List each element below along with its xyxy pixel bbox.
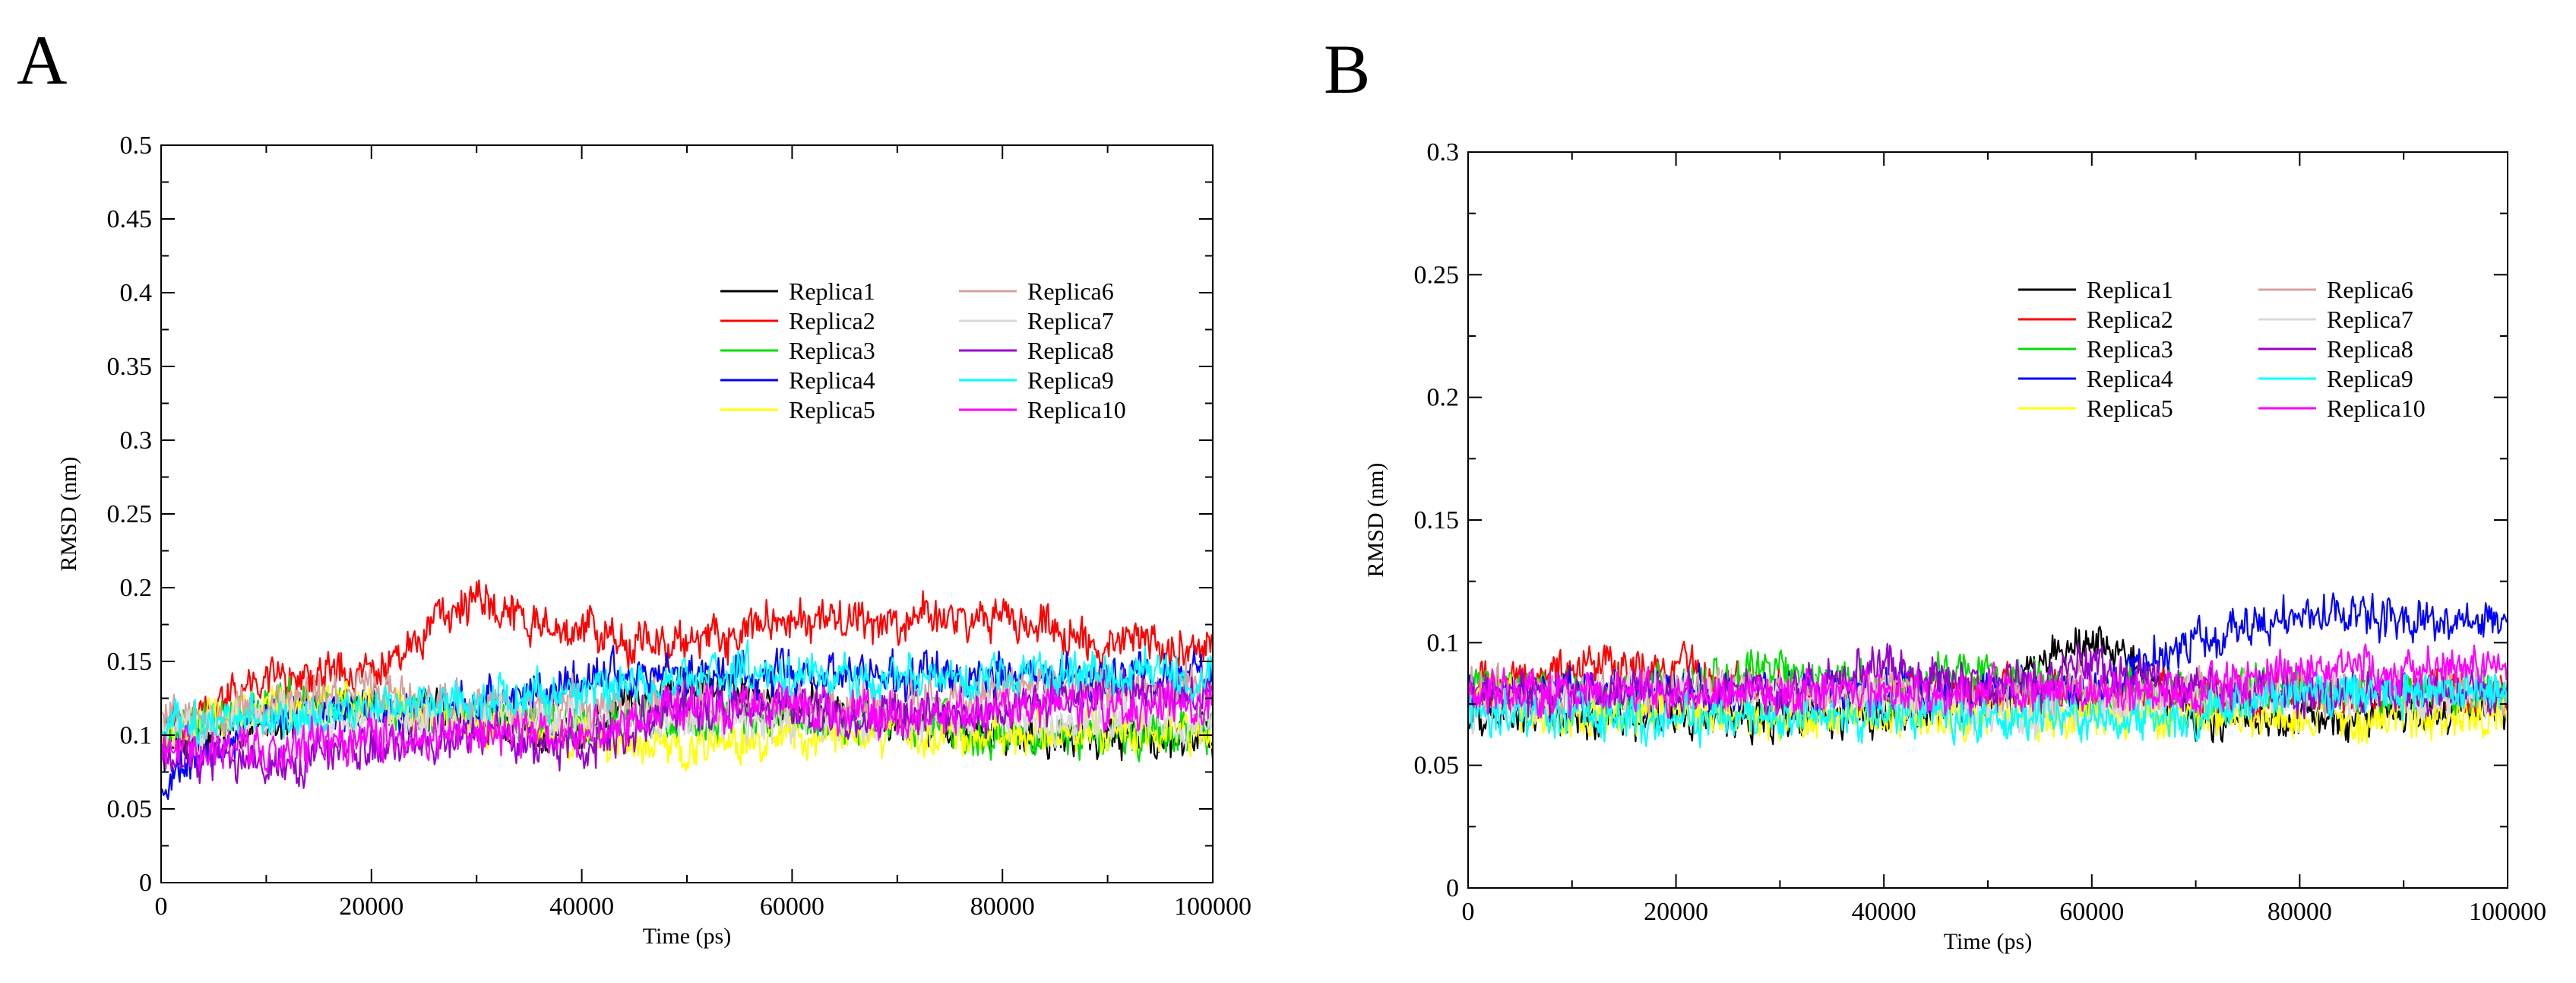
panel-b-xtick-label: 60000 <box>2059 898 2124 926</box>
panel-b-legend-label-replica4: Replica4 <box>2087 365 2173 392</box>
panel-a-series-replica2 <box>161 579 1213 747</box>
panel-a-legend-label-replica5: Replica5 <box>789 396 875 423</box>
panel-b-series-replica10 <box>1468 643 2508 720</box>
panel-a-series-replica10 <box>161 679 1213 774</box>
panel-a-legend-label-replica6: Replica6 <box>1027 277 1114 305</box>
panel-b-legend-label-replica3: Replica3 <box>2087 335 2173 363</box>
panel-b-xtick-label: 20000 <box>1644 898 1708 926</box>
panel-b-ytick-label: 0.2 <box>1427 384 1460 412</box>
panel-a: 0 20000 40000 60000 80000 100000 0 0.05 0.1 0.15 0… <box>56 132 1252 949</box>
panel-b-ytick-label: 0 <box>1446 874 1459 902</box>
panel-a-legend-label-replica1: Replica1 <box>789 277 875 305</box>
panel-a-legend-label-replica4: Replica4 <box>789 366 875 394</box>
panel-a-series-replica9 <box>161 639 1213 746</box>
panel-a-series-group <box>161 579 1213 801</box>
panel-a-ytick-label: 0.4 <box>120 279 153 307</box>
panel-a-ytick-label: 0.05 <box>107 795 153 823</box>
panel-b-plot-frame <box>1467 151 2508 889</box>
panel-a-xtick-label: 80000 <box>970 893 1035 921</box>
panel-a-x-axis-title: Time (ps) <box>643 924 731 949</box>
panel-b-xtick-label: 80000 <box>2267 898 2332 926</box>
panel-a-xtick-label: 100000 <box>1174 893 1252 921</box>
panel-b-xtick-label: 100000 <box>2469 898 2546 926</box>
panel-a-ytick-label: 0 <box>139 869 152 897</box>
panel-b-legend-label-replica8: Replica8 <box>2327 335 2413 363</box>
panel-b-ytick-label: 0.15 <box>1414 506 1460 534</box>
panel-b-ytick-label: 0.05 <box>1414 752 1460 780</box>
panel-b-x-axis-title: Time (ps) <box>1944 929 2032 954</box>
panel-b-legend-label-replica9: Replica9 <box>2327 365 2413 392</box>
panel-b-legend-label-replica7: Replica7 <box>2327 306 2413 333</box>
panel-b: 0 20000 40000 60000 80000 100000 0 0.05 0.1 0.15 0… <box>1363 138 2546 954</box>
panel-b-ytick-label: 0.1 <box>1427 629 1460 657</box>
panel-a-ytick-label: 0.15 <box>107 648 153 676</box>
panel-a-legend: Replica1Replica2Replica3Replica4Replica5… <box>720 277 1126 423</box>
panel-b-series-group <box>1468 592 2508 749</box>
panel-a-xtick-label: 20000 <box>339 893 403 921</box>
panel-b-series-replica9 <box>1468 671 2508 749</box>
panel-a-ytick-label: 0.3 <box>120 426 153 455</box>
panel-b-xtick-label: 40000 <box>1852 898 1916 926</box>
panel-a-xtick-label: 40000 <box>549 893 614 921</box>
panel-b-legend-label-replica1: Replica1 <box>2087 276 2173 303</box>
panel-b-xtick-label: 0 <box>1462 898 1475 926</box>
panel-a-y-axis-title: RMSD (nm) <box>56 457 81 572</box>
panel-a-ytick-label: 0.5 <box>120 132 153 160</box>
panel-b-legend-label-replica5: Replica5 <box>2087 395 2173 422</box>
panel-a-legend-label-replica7: Replica7 <box>1027 307 1114 335</box>
panel-a-ytick-label: 0.35 <box>107 353 153 381</box>
panel-label-a: A <box>17 21 67 99</box>
panel-b-legend-label-replica10: Replica10 <box>2327 395 2426 422</box>
panel-label-b: B <box>1324 30 1370 108</box>
panel-b-legend-label-replica2: Replica2 <box>2087 306 2173 333</box>
panel-a-plot-frame <box>160 144 1214 883</box>
panel-b-y-axis-title: RMSD (nm) <box>1363 463 1388 578</box>
panel-a-ytick-label: 0.45 <box>107 205 153 233</box>
panel-b-ytick-label: 0.3 <box>1427 138 1460 166</box>
panel-a-legend-label-replica8: Replica8 <box>1027 337 1114 364</box>
panel-a-xtick-label: 0 <box>155 893 168 921</box>
panel-a-legend-label-replica9: Replica9 <box>1027 366 1114 394</box>
panel-a-ytick-label: 0.1 <box>120 721 153 750</box>
panel-b-ytick-label: 0.25 <box>1414 261 1460 289</box>
panel-a-legend-label-replica3: Replica3 <box>789 337 875 364</box>
panel-a-legend-label-replica2: Replica2 <box>789 307 875 335</box>
panel-a-ytick-label: 0.2 <box>120 574 153 602</box>
panel-b-legend-label-replica6: Replica6 <box>2327 276 2413 303</box>
panel-a-series-replica8 <box>161 667 1213 789</box>
panel-a-ytick-label: 0.25 <box>107 500 153 528</box>
panel-a-xtick-label: 60000 <box>760 893 824 921</box>
panel-a-legend-label-replica10: Replica10 <box>1027 396 1126 423</box>
